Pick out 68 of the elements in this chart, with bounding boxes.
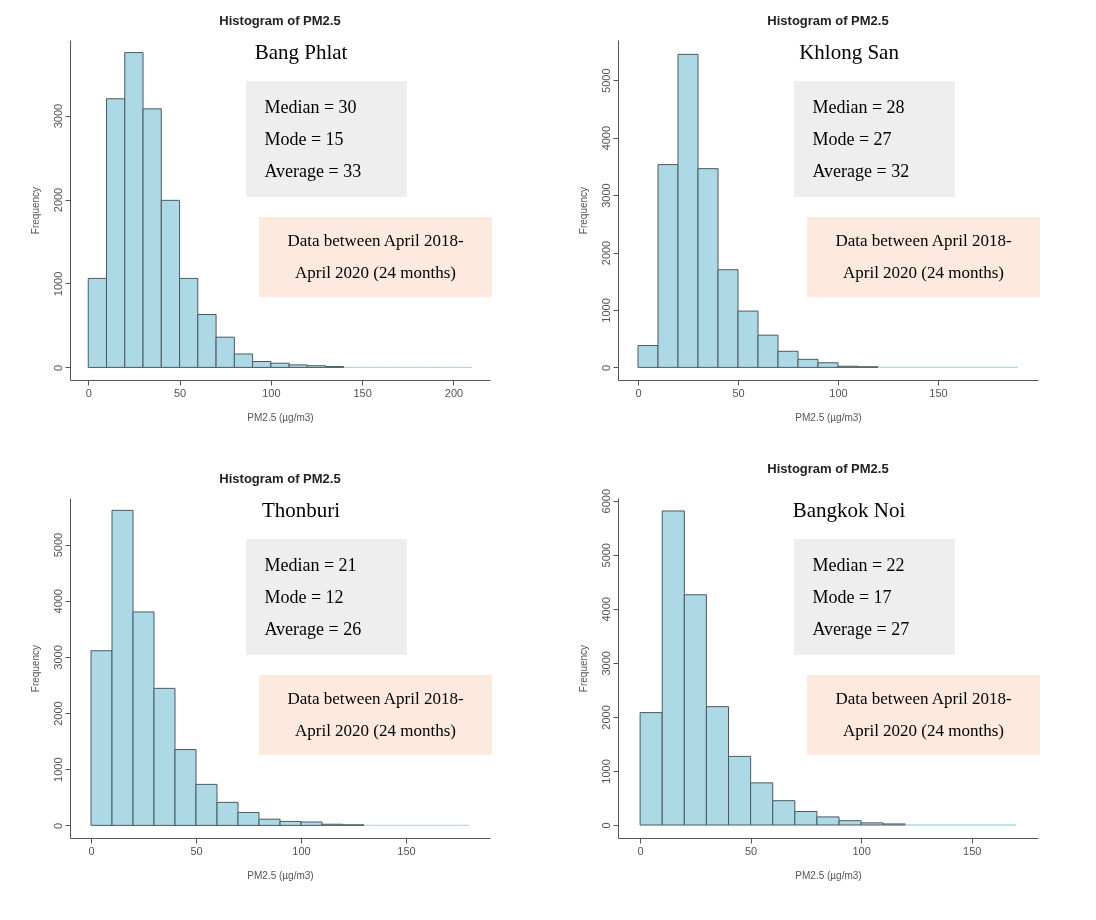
annotation: Bangkok Noi (792, 498, 906, 523)
annotation: Median = 28 (812, 95, 906, 119)
x-tick-label: 0 (637, 844, 644, 857)
x-tick-label: 0 (85, 386, 92, 399)
y-tick-label: 2000 (51, 701, 64, 726)
y-tick-label: 3000 (51, 103, 64, 129)
y-tick-label: 1000 (599, 298, 612, 323)
y-tick-label: 4000 (51, 589, 64, 614)
chart-title: Histogram of PM2.5 (767, 13, 889, 28)
y-tick-label: 0 (599, 822, 612, 829)
chart-title: Histogram of PM2.5 (767, 461, 889, 477)
x-tick-label: 50 (732, 386, 745, 399)
y-tick-label: 5000 (599, 543, 612, 568)
y-tick-label: 5000 (599, 68, 612, 93)
x-tick-label: 100 (852, 844, 871, 857)
x-tick-label: 150 (353, 386, 372, 399)
annotation: Bang Phlat (254, 40, 348, 65)
x-axis-title: PM2.5 (µg/m3) (247, 411, 314, 423)
y-axis-title: Frequency (577, 644, 589, 693)
x-axis-title: PM2.5 (µg/m3) (795, 869, 862, 881)
chart-title: Histogram of PM2.5 (219, 471, 341, 486)
annotation: Median = 22 (812, 553, 906, 577)
y-tick-label: 3000 (51, 645, 64, 670)
annotation: Mode = 17 (812, 585, 893, 609)
y-tick-label: 1000 (599, 759, 612, 784)
chart-title: Histogram of PM2.5 (219, 13, 341, 28)
x-tick-label: 150 (929, 386, 948, 399)
y-tick-label: 2000 (599, 705, 612, 730)
annotation: Average = 32 (812, 159, 911, 183)
y-tick-label: 3000 (599, 651, 612, 676)
y-tick-label: 1000 (51, 757, 64, 782)
x-tick-label: 200 (444, 386, 464, 399)
y-tick-label: 2000 (51, 187, 64, 213)
y-tick-label: 0 (51, 364, 64, 371)
y-tick-label: 4000 (599, 125, 612, 151)
y-tick-label: 2000 (599, 240, 612, 266)
y-tick-label: 4000 (599, 597, 612, 622)
x-tick-label: 100 (829, 386, 848, 399)
x-tick-label: 150 (963, 844, 982, 857)
x-tick-label: 50 (745, 844, 758, 857)
annotation: Mode = 15 (264, 127, 345, 151)
x-tick-label: 50 (190, 844, 203, 857)
x-axis-title: PM2.5 (µg/m3) (795, 411, 862, 423)
annotation: Thonburi (261, 498, 341, 523)
annotation: Mode = 12 (264, 585, 345, 609)
y-tick-label: 6000 (599, 488, 612, 514)
annotation: Median = 30 (264, 95, 358, 119)
x-tick-label: 0 (88, 844, 95, 857)
y-tick-label: 0 (599, 364, 612, 371)
annotation: Average = 33 (264, 159, 363, 183)
y-tick-label: 5000 (51, 532, 64, 558)
x-axis-title: PM2.5 (µg/m3) (247, 869, 314, 881)
y-axis-title: Frequency (577, 186, 589, 235)
x-tick-label: 0 (635, 386, 642, 399)
annotation: Average = 27 (812, 617, 911, 641)
annotation: Median = 21 (264, 553, 358, 577)
y-tick-label: 0 (51, 822, 64, 829)
x-tick-label: 100 (292, 844, 311, 857)
annotation: Average = 26 (264, 617, 363, 641)
x-tick-label: 150 (397, 844, 416, 857)
y-tick-label: 3000 (599, 183, 612, 208)
x-tick-label: 50 (173, 386, 187, 399)
y-tick-label: 1000 (51, 271, 64, 297)
y-axis-title: Frequency (29, 186, 41, 235)
annotation: Khlong San (799, 40, 899, 65)
y-axis-title: Frequency (29, 644, 41, 693)
annotation: Mode = 27 (812, 127, 893, 151)
x-tick-label: 100 (262, 386, 281, 399)
